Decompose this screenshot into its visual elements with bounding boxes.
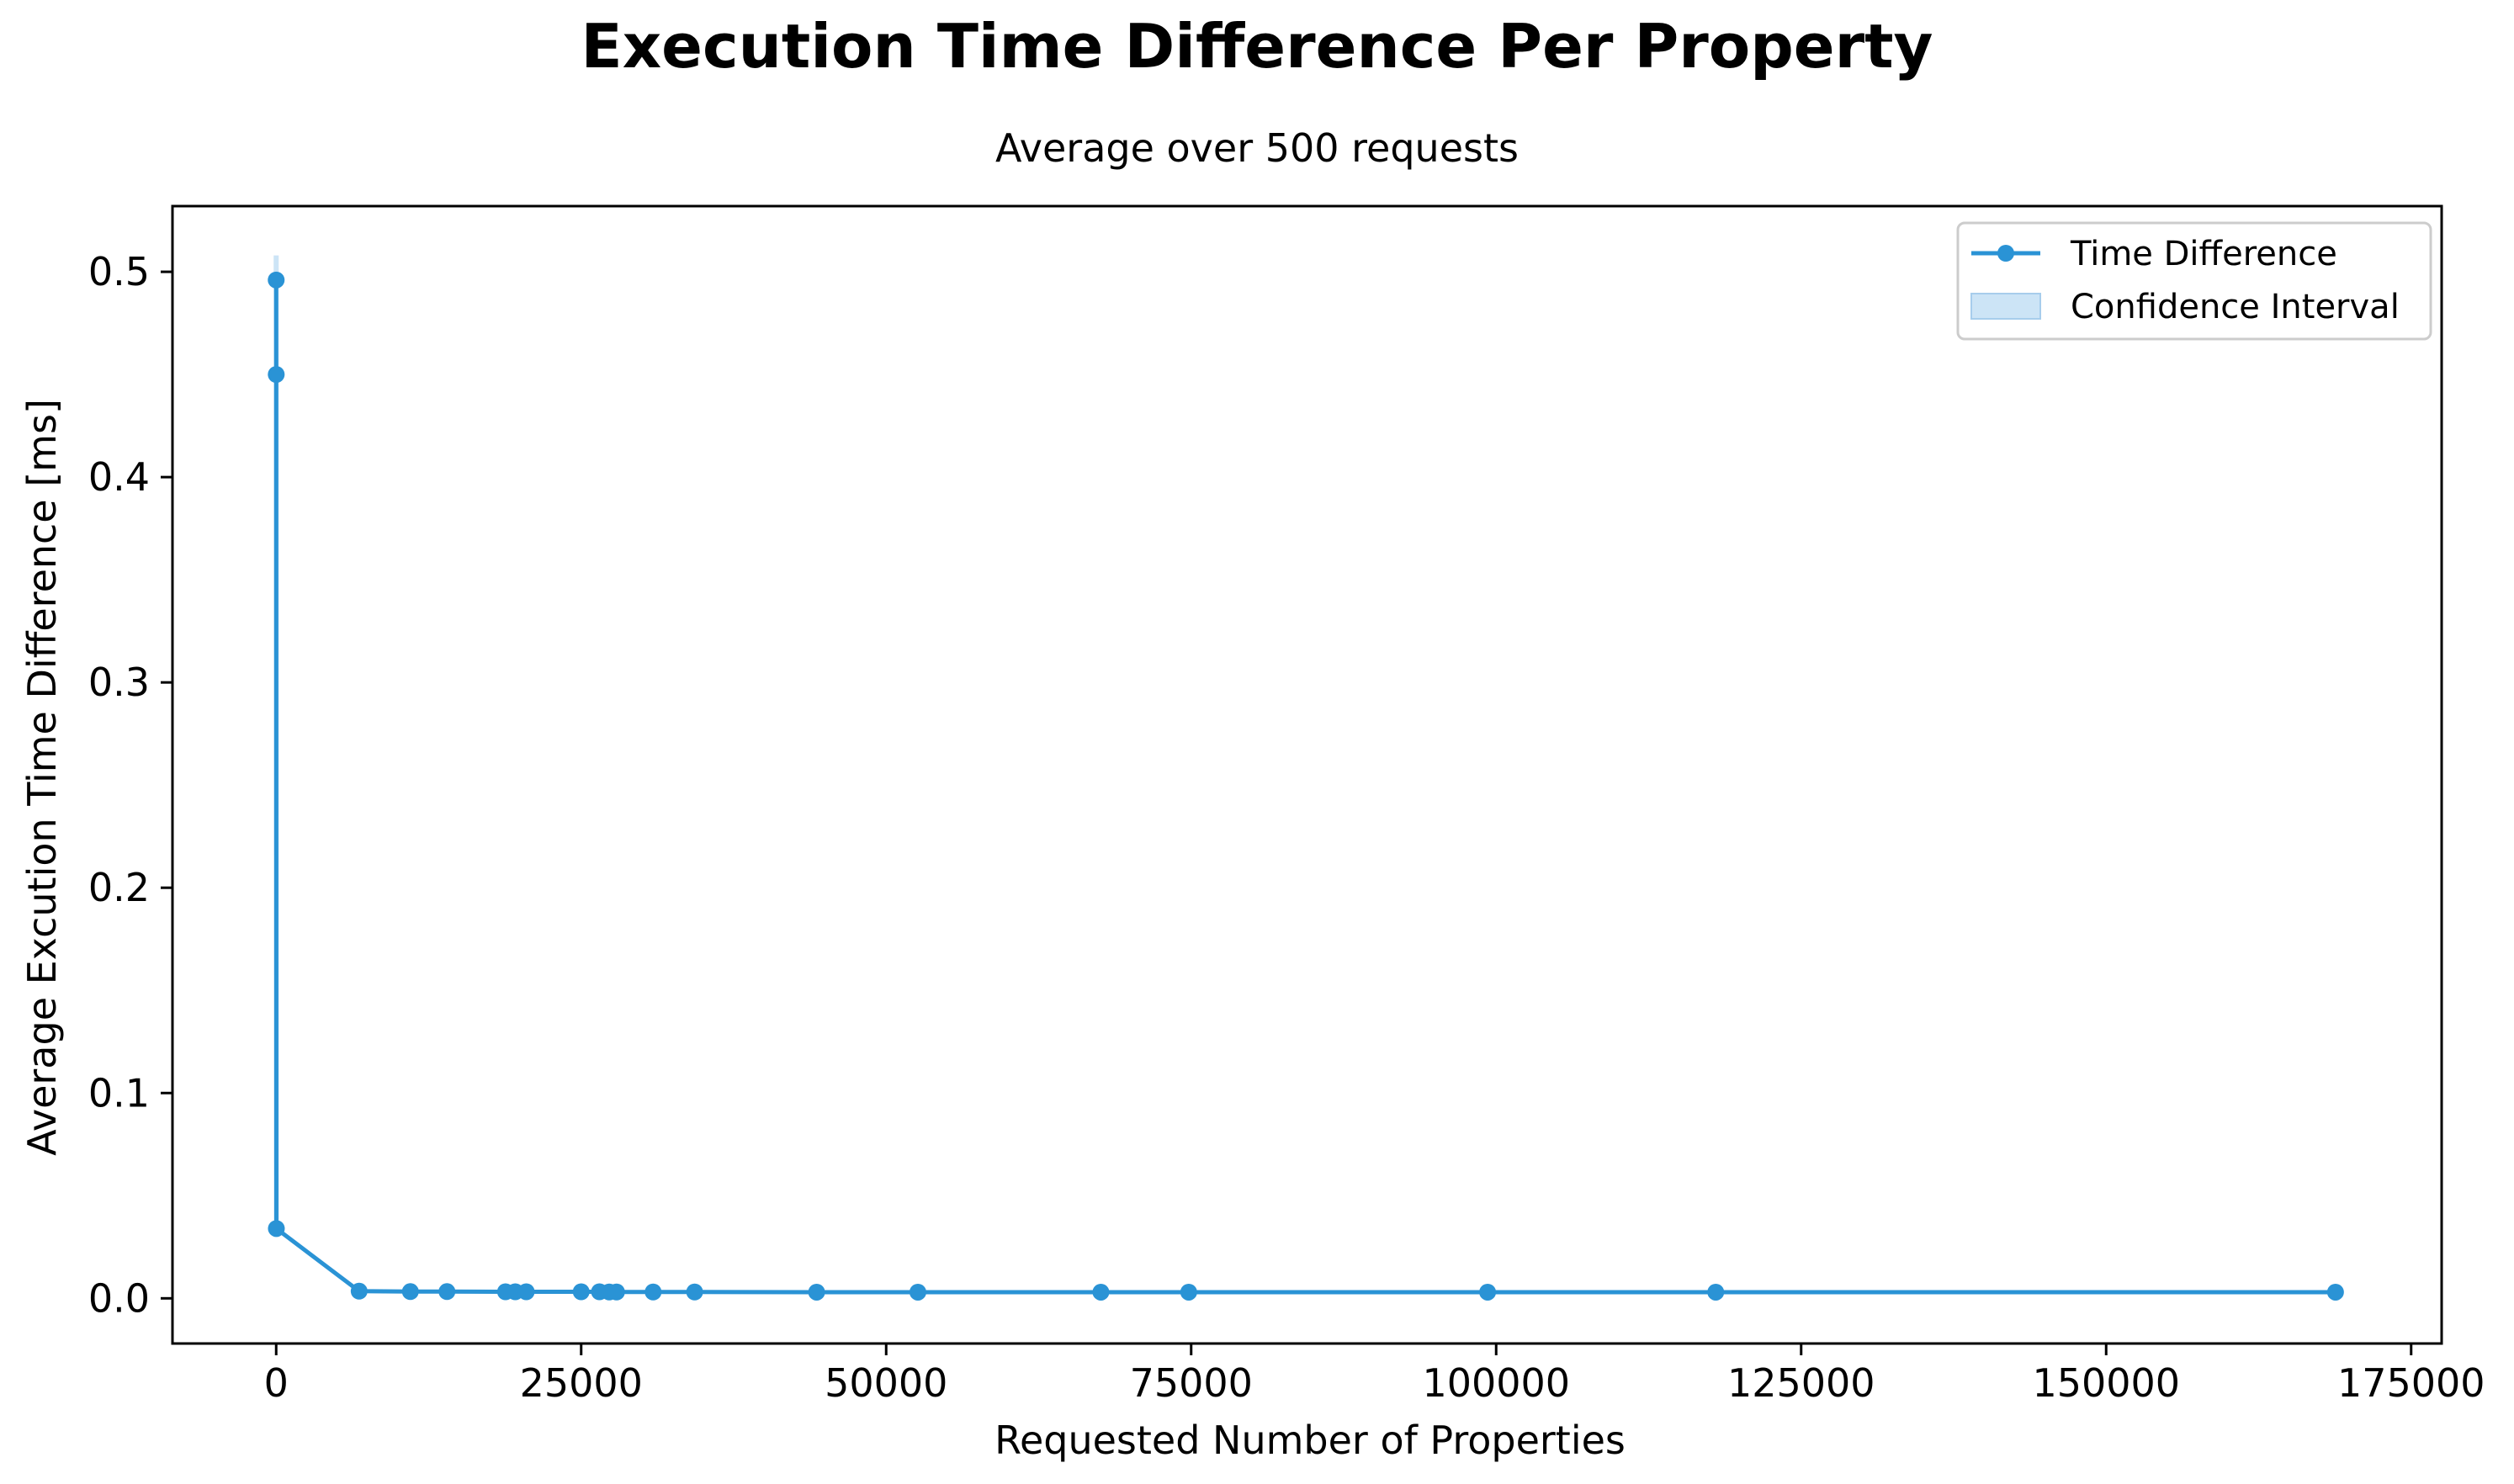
y-tick-label: 0.1 bbox=[88, 1070, 150, 1116]
y-tick-label: 0.4 bbox=[88, 454, 150, 500]
plot-area: 0 25000 50000 75000 100000 125000 150000 175000… bbox=[88, 204, 2485, 1406]
plot-frame bbox=[171, 204, 2443, 1345]
data-point bbox=[572, 1283, 590, 1301]
x-tick-label: 25000 bbox=[520, 1360, 643, 1406]
data-point bbox=[1707, 1283, 1725, 1301]
legend-label-confidence-interval: Confidence Interval bbox=[2071, 288, 2400, 326]
x-tick-label: 75000 bbox=[1130, 1360, 1253, 1406]
data-point bbox=[268, 271, 285, 289]
series-line-time-difference bbox=[273, 279, 2336, 1295]
legend-frame bbox=[1956, 221, 2432, 341]
legend-marker-swatch bbox=[1997, 245, 2014, 262]
x-tick-label: 150000 bbox=[2032, 1360, 2180, 1406]
x-tick-label: 125000 bbox=[1727, 1360, 1875, 1406]
x-axis-label: Requested Number of Properties bbox=[994, 1418, 1626, 1463]
data-point bbox=[644, 1283, 662, 1301]
data-point bbox=[268, 366, 285, 384]
data-point bbox=[1479, 1283, 1497, 1301]
x-tick-label: 175000 bbox=[2337, 1360, 2485, 1406]
x-tick-label: 0 bbox=[264, 1360, 289, 1406]
data-point bbox=[401, 1283, 419, 1301]
x-tick-label: 100000 bbox=[1422, 1360, 1570, 1406]
data-point bbox=[607, 1283, 625, 1301]
data-point bbox=[808, 1283, 825, 1301]
x-tick-label: 50000 bbox=[825, 1360, 947, 1406]
y-tick-label: 0.0 bbox=[88, 1275, 150, 1321]
y-tick-label: 0.2 bbox=[88, 865, 150, 910]
legend-ci-swatch bbox=[1970, 293, 2041, 320]
y-tick-label: 0.5 bbox=[88, 249, 150, 294]
chart-title: Execution Time Difference Per Property bbox=[581, 11, 1933, 82]
legend-label-time-difference: Time Difference bbox=[2070, 235, 2337, 273]
data-point bbox=[1092, 1283, 1110, 1301]
data-point bbox=[517, 1283, 535, 1301]
data-point bbox=[2326, 1283, 2344, 1301]
legend: Time Difference Confidence Interval bbox=[1956, 221, 2432, 341]
y-tick-label: 0.3 bbox=[88, 660, 150, 705]
data-point bbox=[350, 1282, 368, 1300]
data-point bbox=[909, 1283, 926, 1301]
data-point bbox=[438, 1283, 456, 1301]
data-point bbox=[268, 1220, 285, 1238]
data-point bbox=[1180, 1283, 1197, 1301]
data-point bbox=[686, 1283, 703, 1301]
y-axis-label: Average Excution Time Difference [ms] bbox=[19, 399, 65, 1156]
chart-subtitle: Average over 500 requests bbox=[995, 125, 1519, 171]
